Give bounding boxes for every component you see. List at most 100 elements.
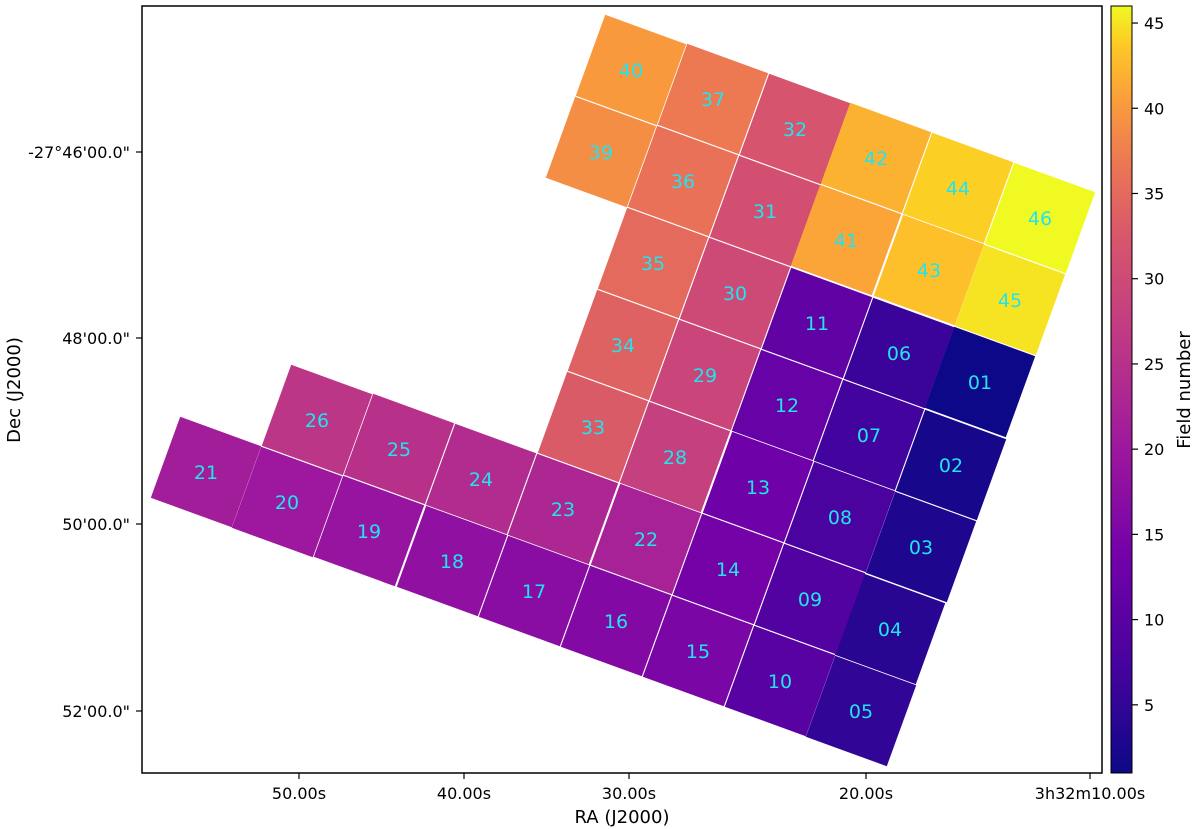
- field-tile-05: [805, 655, 917, 767]
- field-label-26: 26: [305, 410, 329, 432]
- field-label-09: 09: [798, 589, 822, 611]
- field-tile-34: [567, 289, 679, 401]
- field-label-07: 07: [857, 425, 881, 447]
- field-label-43: 43: [917, 260, 941, 282]
- field-label-24: 24: [469, 469, 493, 491]
- x-tick-label: 40.00s: [437, 784, 491, 803]
- colorbar-tick-label: 30: [1144, 270, 1164, 289]
- colorbar-tick-label: 5: [1144, 696, 1154, 715]
- field-label-17: 17: [522, 581, 546, 603]
- field-tile-01: [924, 326, 1036, 438]
- field-label-16: 16: [604, 611, 628, 633]
- field-tile-18: [396, 505, 508, 617]
- field-tile-24: [425, 423, 537, 535]
- field-label-14: 14: [716, 559, 740, 581]
- field-label-37: 37: [701, 89, 725, 111]
- colorbar-tick-label: 10: [1144, 611, 1164, 630]
- field-tile-17: [478, 535, 590, 647]
- field-tile-04: [834, 573, 946, 685]
- colorbar-tick-label: 15: [1144, 525, 1164, 544]
- field-label-15: 15: [686, 641, 710, 663]
- colorbar-label: Field number: [1174, 331, 1195, 449]
- field-label-32: 32: [783, 119, 807, 141]
- field-label-42: 42: [864, 148, 888, 170]
- field-tile-21: [150, 416, 262, 528]
- field-label-19: 19: [357, 521, 381, 543]
- field-tiles: [150, 14, 1096, 767]
- field-tile-09: [754, 543, 866, 655]
- field-tile-41: [790, 184, 902, 296]
- field-label-21: 21: [194, 462, 218, 484]
- field-tile-10: [724, 625, 836, 737]
- field-tile-06: [843, 297, 955, 409]
- field-tile-19: [313, 475, 425, 587]
- x-axis-ticks: 50.00s 40.00s 30.00s 20.00s 3h32m10.00s: [272, 773, 1145, 803]
- field-label-40: 40: [619, 60, 643, 82]
- x-tick-label: 3h32m10.00s: [1035, 784, 1145, 803]
- field-tile-16: [560, 565, 672, 677]
- field-label-31: 31: [753, 201, 777, 223]
- field-tile-33: [537, 371, 649, 483]
- field-tile-36: [627, 125, 739, 237]
- field-tile-32: [739, 73, 851, 185]
- y-tick-label: -27°46'00.0": [28, 143, 130, 162]
- field-label-46: 46: [1028, 208, 1052, 230]
- colorbar: [1110, 5, 1133, 774]
- field-label-12: 12: [775, 395, 799, 417]
- field-tile-25: [343, 393, 455, 505]
- field-tile-31: [709, 155, 821, 267]
- y-axis-ticks: -27°46'00.0" 48'00.0" 50'00.0" 52'00.0": [28, 143, 142, 721]
- field-tile-30: [679, 237, 791, 349]
- field-tile-15: [642, 595, 754, 707]
- field-label-30: 30: [723, 283, 747, 305]
- x-tick-label: 20.00s: [839, 784, 893, 803]
- field-tile-45: [954, 244, 1066, 356]
- field-label-45: 45: [998, 290, 1022, 312]
- field-tile-20: [231, 446, 343, 558]
- field-label-23: 23: [551, 499, 575, 521]
- field-label-08: 08: [828, 507, 852, 529]
- field-tile-11: [761, 267, 873, 379]
- field-tile-08: [784, 461, 896, 573]
- field-tile-35: [597, 207, 709, 319]
- y-axis-label: Dec (J2000): [4, 337, 25, 443]
- field-tile-44: [902, 132, 1014, 244]
- field-tile-14: [672, 513, 784, 625]
- field-label-02: 02: [939, 455, 963, 477]
- field-label-04: 04: [878, 619, 902, 641]
- field-label-33: 33: [581, 417, 605, 439]
- field-label-05: 05: [849, 701, 873, 723]
- field-label-41: 41: [834, 230, 858, 252]
- field-tile-22: [590, 483, 702, 595]
- field-label-36: 36: [671, 171, 695, 193]
- colorbar-tick-label: 20: [1144, 440, 1164, 459]
- field-label-01: 01: [968, 372, 992, 394]
- colorbar-tick-label: 25: [1144, 355, 1164, 374]
- field-label-35: 35: [641, 253, 665, 275]
- field-tile-26: [261, 364, 373, 476]
- colorbar-ticks: 5 10 15 20 25 30 35 40 45: [1132, 14, 1164, 715]
- plot-frame: [141, 5, 1103, 774]
- field-tile-07: [813, 379, 925, 491]
- field-tile-43: [873, 214, 985, 326]
- field-label-11: 11: [805, 313, 829, 335]
- x-axis-label: RA (J2000): [575, 807, 670, 828]
- field-label-22: 22: [634, 529, 658, 551]
- y-tick-label: 50'00.0": [62, 515, 130, 534]
- x-tick-label: 30.00s: [602, 784, 656, 803]
- field-label-39: 39: [589, 142, 613, 164]
- colorbar-tick-label: 40: [1144, 99, 1164, 118]
- x-tick-label: 50.00s: [272, 784, 326, 803]
- field-tile-23: [507, 453, 619, 565]
- field-tile-37: [657, 43, 769, 155]
- field-label-25: 25: [387, 439, 411, 461]
- field-tile-46: [984, 162, 1096, 274]
- y-tick-label: 48'00.0": [62, 329, 130, 348]
- field-label-28: 28: [663, 447, 687, 469]
- field-tile-40: [575, 14, 687, 126]
- colorbar-tick-label: 45: [1144, 14, 1164, 33]
- field-tile-29: [649, 319, 761, 431]
- field-label-34: 34: [611, 335, 635, 357]
- y-tick-label: 52'00.0": [62, 702, 130, 721]
